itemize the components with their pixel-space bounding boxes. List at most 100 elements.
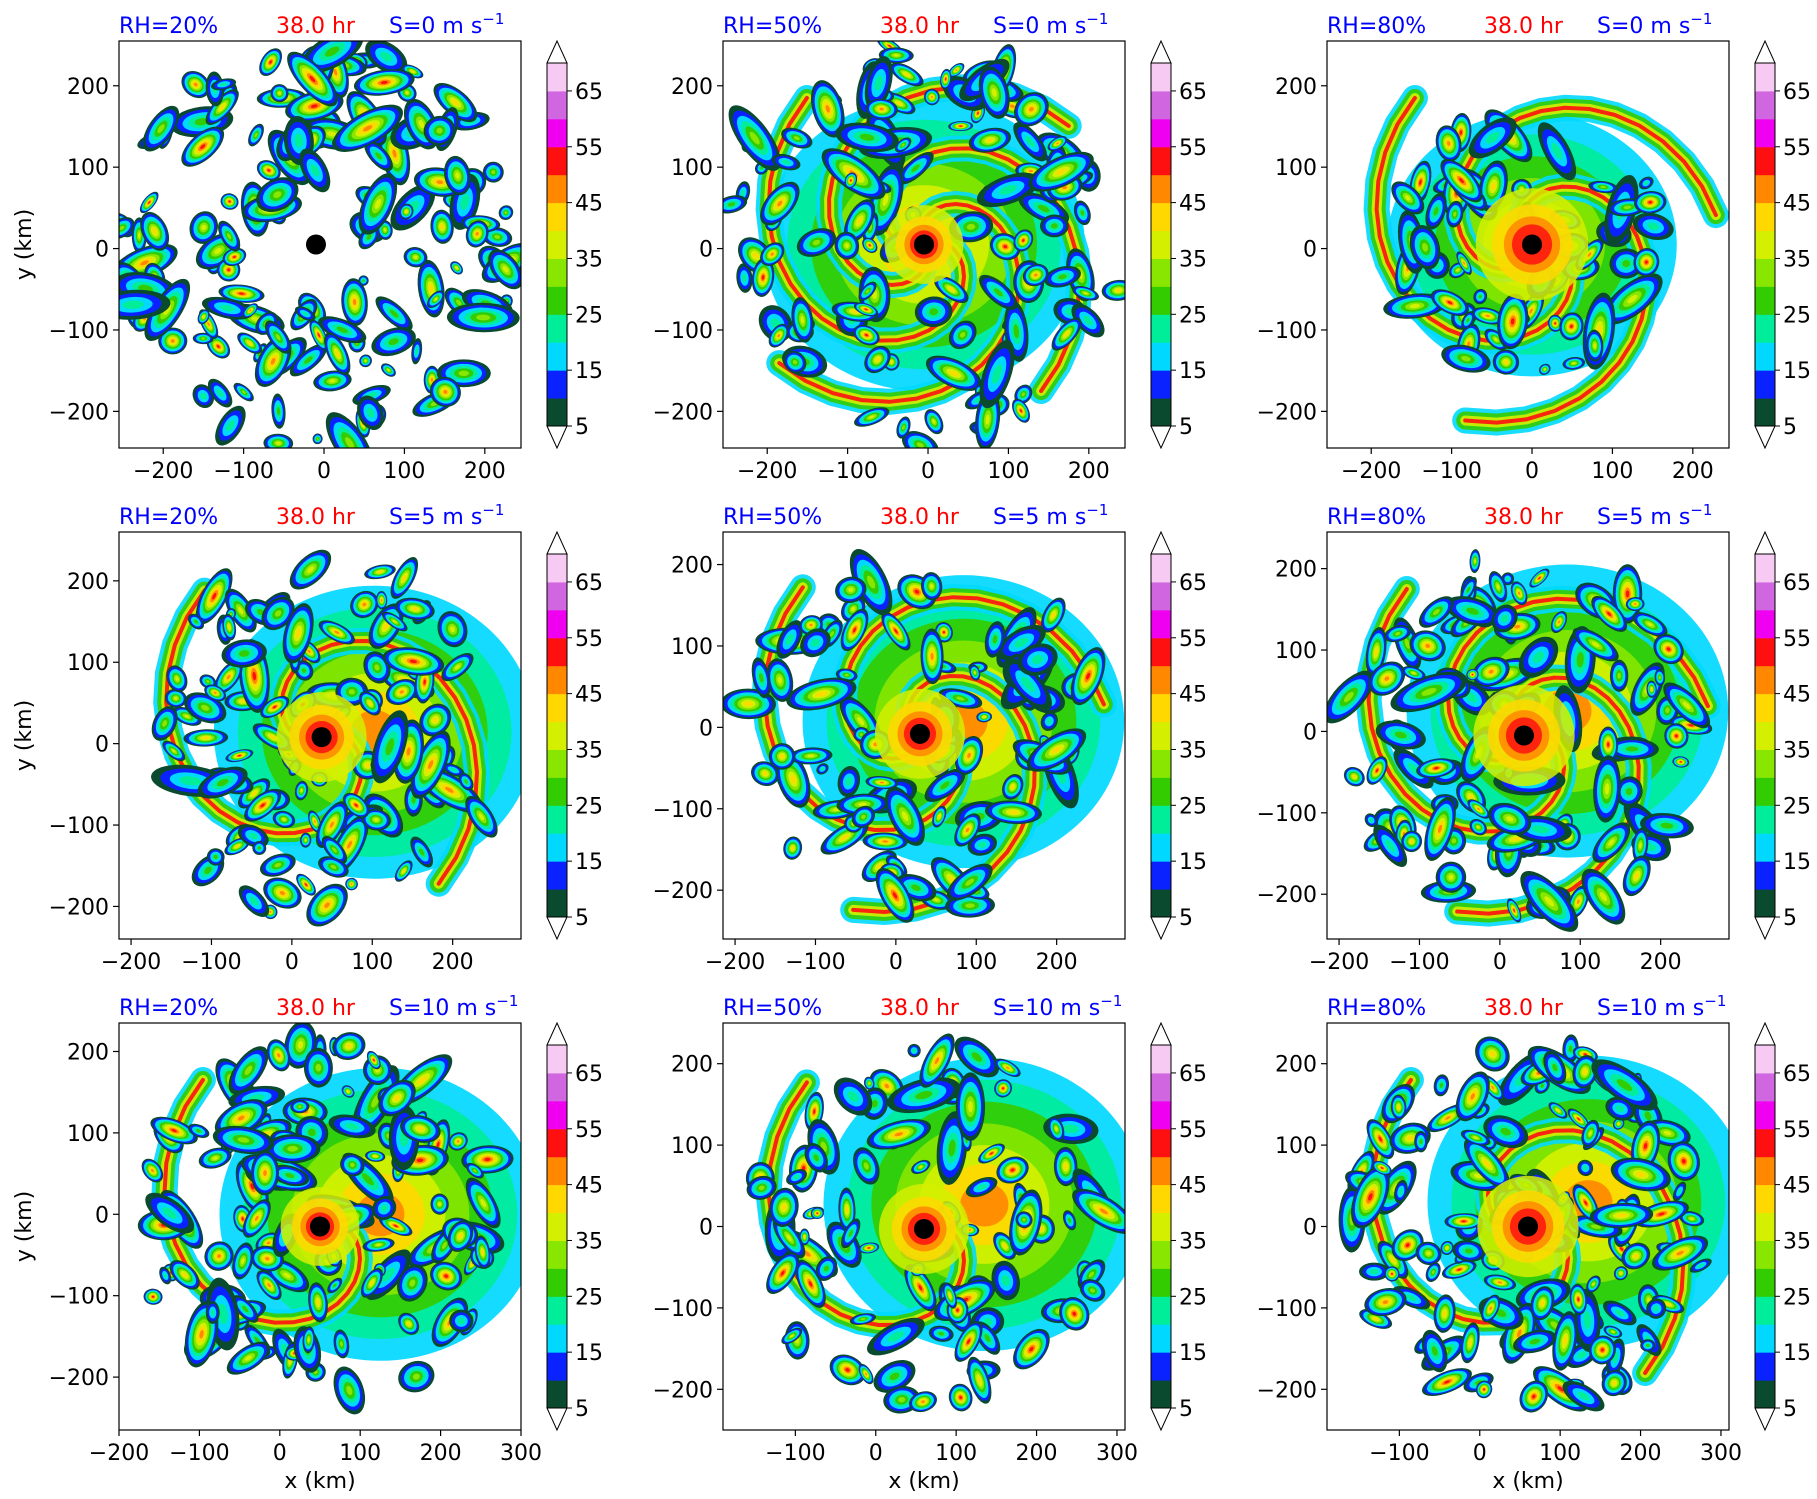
convective-cell: [777, 200, 783, 207]
convective-cell: [324, 902, 330, 908]
colorbar-extend-top: [1150, 39, 1172, 64]
convective-cell: [850, 179, 852, 182]
colorbar-tick-label: 5: [575, 415, 589, 440]
convective-cell: [825, 105, 830, 113]
convective-cell: [162, 720, 168, 727]
convective-cell: [844, 243, 849, 248]
convective-cell: [859, 133, 875, 141]
convective-cell: [992, 635, 998, 644]
convective-cell: [206, 680, 210, 683]
convective-cell: [204, 866, 212, 874]
convective-cell: [1425, 643, 1431, 648]
colorbar-segment: [1755, 146, 1775, 176]
convective-cell: [273, 191, 282, 199]
title-time: 38.0 hr: [276, 505, 356, 530]
colorbar-segment: [547, 805, 567, 834]
convective-cell: [809, 623, 813, 627]
convective-cell: [277, 91, 282, 95]
y-tick-label: −200: [1257, 400, 1317, 425]
convective-cell: [966, 223, 976, 230]
convective-cell: [1660, 822, 1674, 829]
convective-cell: [888, 45, 892, 48]
title-rh: RH=80%: [1327, 505, 1426, 530]
colorbar-tick-label: 15: [1179, 850, 1207, 875]
convective-cell: [770, 252, 774, 256]
x-tick-label: 200: [464, 459, 506, 484]
colorbar-tick-label: 15: [575, 850, 603, 875]
convective-cell: [434, 297, 438, 301]
convective-cell: [455, 266, 458, 269]
colorbar-tick-label: 55: [575, 136, 603, 161]
x-tick-label: −100: [1389, 950, 1449, 975]
convective-cell: [901, 811, 909, 822]
convective-cell: [942, 631, 945, 634]
colorbar-segment: [1151, 554, 1171, 583]
convective-cell: [1056, 168, 1066, 175]
convective-cell: [1604, 783, 1610, 795]
colorbar-extend-bottom: [1150, 916, 1172, 941]
convective-cell: [1466, 607, 1479, 615]
title-shear: S=5 m s−1: [1597, 501, 1712, 530]
convective-cell: [450, 767, 457, 772]
colorbar-tick-label: 35: [1179, 247, 1207, 272]
convective-cell: [345, 437, 355, 448]
convective-cell: [332, 847, 337, 853]
storm-center-marker: [305, 234, 326, 255]
colorbar-segment: [1755, 174, 1775, 204]
convective-cell: [914, 589, 920, 594]
convective-cell: [1587, 252, 1592, 257]
convective-cell: [409, 659, 418, 664]
convective-cell: [418, 119, 425, 129]
plot-frame: [118, 40, 522, 449]
convective-cell: [1625, 590, 1630, 598]
convective-cell: [1375, 768, 1379, 773]
convective-cell: [1510, 318, 1515, 325]
convective-cell: [1013, 324, 1020, 339]
x-tick-label: −100: [213, 459, 273, 484]
convective-cell: [207, 322, 210, 327]
convective-cell: [1052, 746, 1061, 754]
colorbar-tick-label: 45: [1783, 192, 1811, 217]
colorbar-segment: [547, 554, 567, 583]
convective-cell: [1623, 205, 1632, 210]
convective-cell: [1385, 839, 1396, 852]
convective-cell: [1352, 775, 1356, 779]
convective-cell: [257, 846, 261, 850]
convective-cell: [148, 201, 151, 204]
convective-cell: [184, 714, 190, 718]
colorbar-tick-label: 45: [1179, 683, 1207, 708]
convective-cell: [1009, 810, 1018, 814]
colorbar-segment: [1755, 118, 1775, 148]
convective-cell: [270, 357, 276, 365]
convective-cell: [904, 72, 910, 77]
y-tick-label: 100: [1275, 639, 1317, 664]
title-shear-exponent: −1: [1086, 10, 1108, 28]
convective-cell: [348, 689, 356, 695]
convective-cell: [993, 288, 1003, 297]
y-tick-label: −200: [653, 400, 713, 425]
convective-cell: [858, 802, 867, 807]
y-tick-label: −100: [653, 319, 713, 344]
convective-cell: [1644, 181, 1649, 185]
convective-cell: [119, 225, 125, 231]
convective-cell: [861, 814, 866, 819]
colorbar-tick-label: 5: [1179, 906, 1193, 931]
convective-cell: [744, 701, 753, 707]
convective-cell: [911, 884, 921, 891]
colorbar-tick-label: 25: [575, 303, 603, 328]
convective-cell: [864, 333, 869, 337]
convective-cell: [294, 133, 304, 148]
storm-center-marker: [311, 727, 332, 748]
convective-cell: [429, 284, 434, 293]
convective-cell: [930, 95, 933, 99]
convective-cell: [240, 699, 247, 703]
title-shear-text: S=0 m s: [389, 14, 482, 39]
convective-cell: [820, 767, 825, 771]
colorbar-extend-bottom: [1150, 425, 1172, 450]
colorbar-segment: [547, 118, 567, 148]
colorbar-segment: [547, 609, 567, 639]
convective-cell: [440, 224, 444, 230]
colorbar-segment: [1151, 90, 1171, 120]
convective-cell: [202, 736, 210, 740]
